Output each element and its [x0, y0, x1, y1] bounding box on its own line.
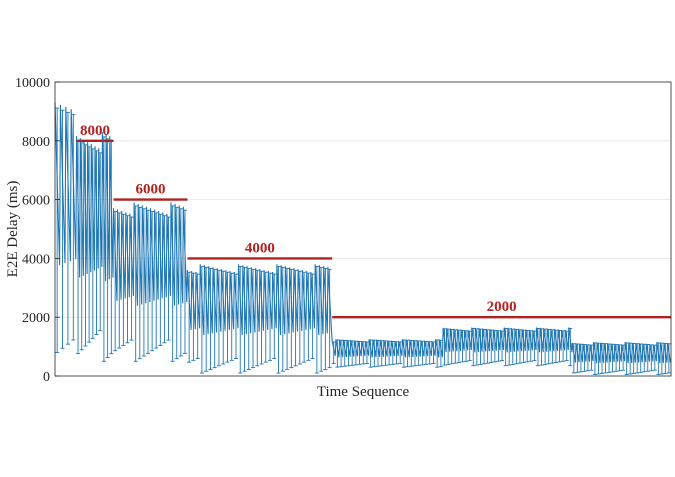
y-tick-label: 2000 [22, 311, 50, 326]
series-line [54, 102, 672, 364]
y-tick-label: 4000 [22, 252, 50, 267]
x-axis-label: Time Sequence [317, 384, 410, 400]
y-tick-label: 6000 [22, 194, 50, 209]
y-axis-ticks: 0 2000 4000 6000 8000 10000 [15, 76, 60, 385]
threshold-label: 2000 [487, 299, 517, 315]
y-axis-label: E2E Delay (ms) [5, 181, 21, 278]
threshold-label: 8000 [80, 123, 110, 139]
threshold-label: 4000 [245, 240, 275, 256]
y-tick-label: 0 [43, 370, 50, 385]
delay-series [54, 102, 672, 375]
plot-frame [54, 81, 672, 377]
threshold-lines: 8000 6000 4000 2000 [76, 123, 671, 319]
y-tick-label: 10000 [15, 76, 50, 91]
threshold-label: 6000 [135, 182, 165, 198]
y-tick-label: 8000 [22, 135, 50, 150]
